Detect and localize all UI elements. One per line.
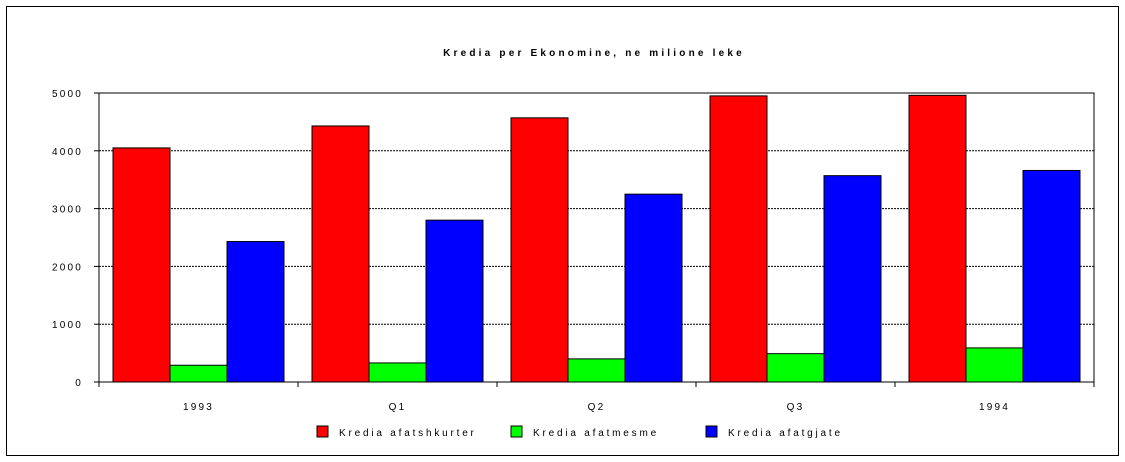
bar-kredia-afatmesme-q3 xyxy=(766,353,825,383)
legend: Kredia afatshkurter Kredia afatmesme Kredi… xyxy=(316,425,843,439)
legend-swatch xyxy=(316,425,329,438)
y-tick-label: 1000 xyxy=(52,320,83,331)
bar-kredia-afatgjate-q2 xyxy=(624,193,683,383)
bar-kredia-afatgjate-1993 xyxy=(226,241,285,383)
y-tick-label: 5000 xyxy=(52,89,83,100)
legend-swatch xyxy=(705,425,718,438)
y-tick-label: 0 xyxy=(75,378,83,389)
x-tick-label: Q3 xyxy=(787,402,805,413)
plot-border xyxy=(98,92,1095,383)
bar-kredia-afatshkurter-q3 xyxy=(709,95,768,383)
bar-kredia-afatshkurter-q1 xyxy=(311,125,370,383)
y-tick-label: 4000 xyxy=(52,147,83,158)
x-tick-label: Q1 xyxy=(389,402,407,413)
legend-swatch xyxy=(510,425,523,438)
x-tick-label: Q2 xyxy=(588,402,606,413)
bar-kredia-afatmesme-1993 xyxy=(169,364,228,383)
bar-kredia-afatmesme-q1 xyxy=(368,362,427,383)
y-tick-label: 3000 xyxy=(52,205,83,216)
x-tick-label: 1994 xyxy=(979,402,1010,413)
bar-kredia-afatgjate-1994 xyxy=(1022,169,1081,383)
y-tick-label: 2000 xyxy=(52,262,83,273)
x-tick-label: 1993 xyxy=(183,402,214,413)
legend-label: Kredia afatshkurter xyxy=(339,428,477,439)
bar-kredia-afatshkurter-1993 xyxy=(112,147,171,383)
legend-label: Kredia afatgjate xyxy=(728,428,843,439)
bar-kredia-afatgjate-q1 xyxy=(425,219,484,383)
bar-kredia-afatgjate-q3 xyxy=(823,175,882,383)
bar-kredia-afatmesme-q2 xyxy=(567,358,626,383)
plot-area: 0 1000 2000 3000 4000 5000 1993 Q1 Q2 Q3 1994 xyxy=(52,89,1095,413)
legend-label: Kredia afatmesme xyxy=(533,428,659,439)
bar-kredia-afatshkurter-q2 xyxy=(510,117,569,383)
chart-title: Kredia per Ekonomine, ne milione leke xyxy=(443,48,745,59)
bar-kredia-afatshkurter-1994 xyxy=(908,94,967,383)
bar-kredia-afatmesme-1994 xyxy=(965,347,1024,383)
